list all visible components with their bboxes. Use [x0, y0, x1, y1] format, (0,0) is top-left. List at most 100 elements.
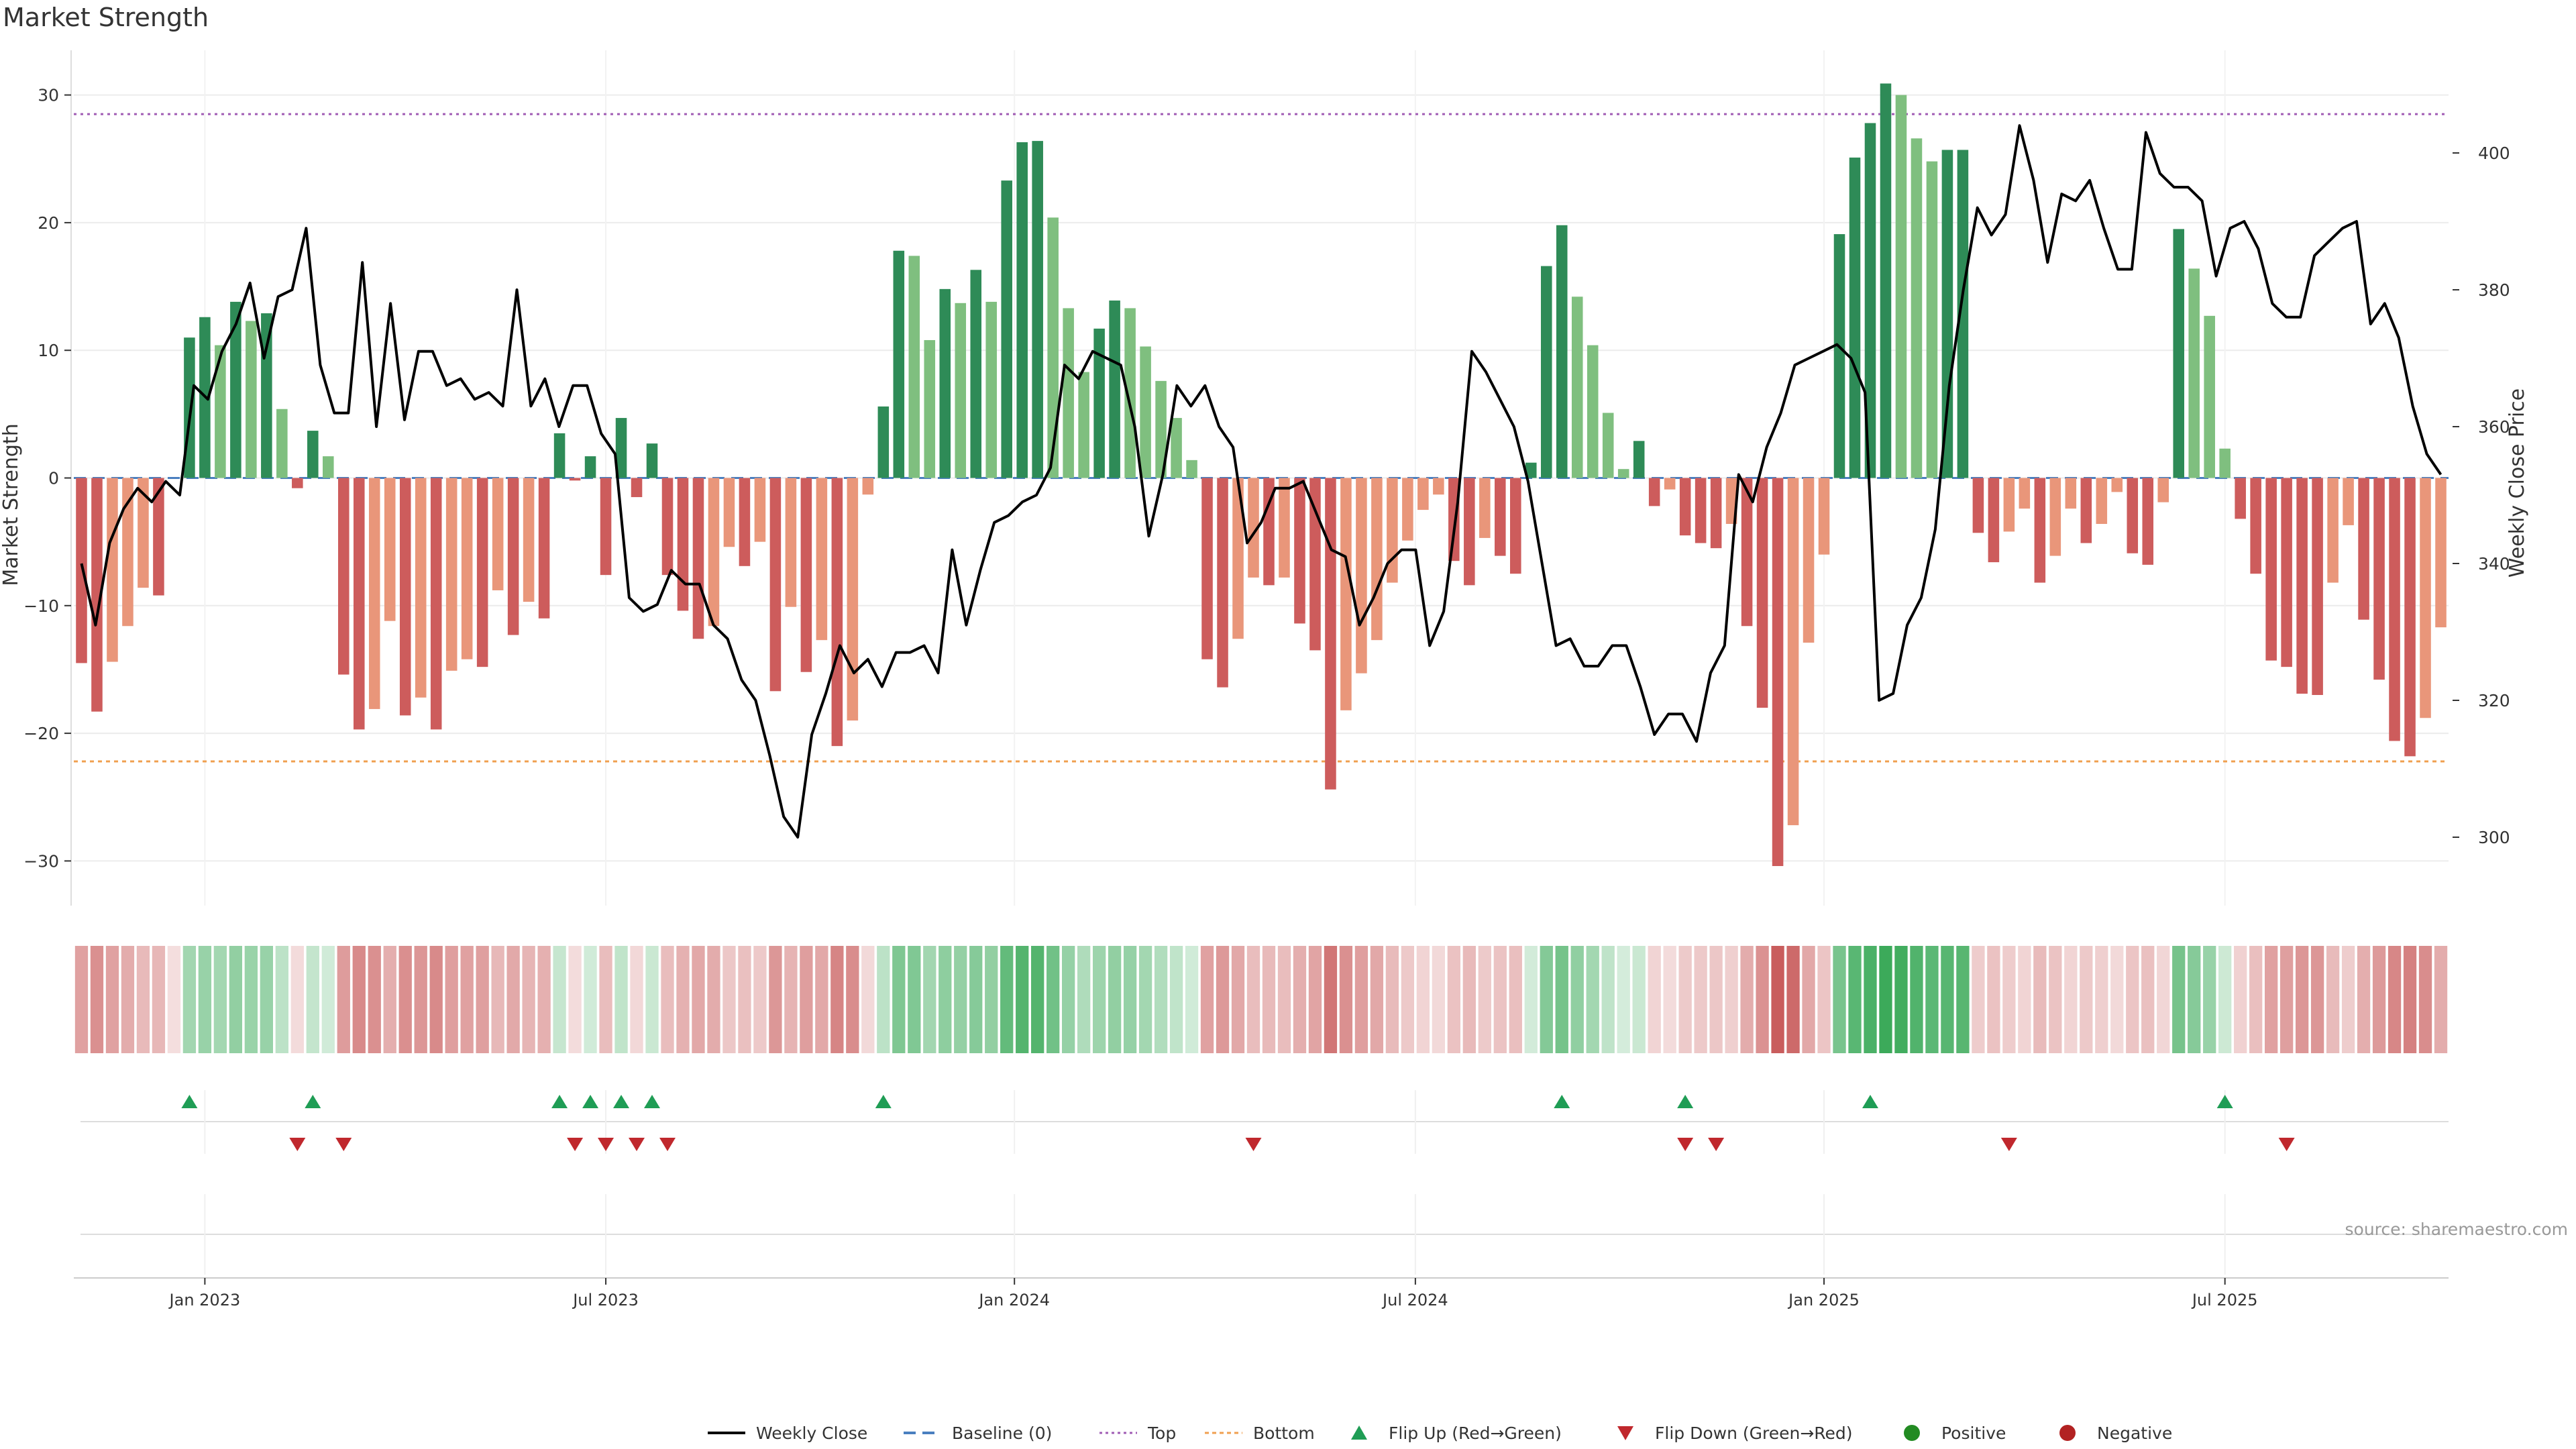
strength-bar — [323, 456, 334, 478]
strength-bar — [1109, 300, 1120, 478]
flip-down-marker — [598, 1138, 614, 1151]
strength-bar — [1078, 372, 1089, 478]
heat-cell — [1833, 946, 1846, 1053]
weekly-close-series — [80, 124, 2443, 839]
heat-cell — [2387, 946, 2402, 1053]
heat-cell — [2033, 946, 2047, 1053]
strength-bar — [1124, 308, 1136, 478]
left-axis-label: Market Strength — [0, 423, 23, 586]
heat-cell — [2372, 946, 2386, 1053]
strength-bar — [1540, 266, 1552, 478]
strength-bar — [415, 478, 427, 698]
heat-cell — [1478, 946, 1491, 1053]
heat-cell — [584, 946, 597, 1053]
strength-bar — [816, 478, 828, 641]
right-axis-label: Weekly Close Price — [2506, 388, 2529, 578]
strength-bar — [1417, 478, 1429, 511]
legend-item-negative: Negative — [2059, 1424, 2172, 1443]
right-axis: 300 320 340 360 380 400 Weekly Close Price — [2453, 144, 2529, 847]
strength-bar — [107, 478, 118, 662]
strength-bar — [1294, 478, 1305, 624]
heat-cell — [846, 946, 859, 1053]
flip-down-marker — [1677, 1138, 1694, 1151]
heat-cell — [1725, 946, 1738, 1053]
heat-cell — [1062, 946, 1075, 1053]
heat-cell — [1524, 946, 1538, 1053]
heat-cell — [445, 946, 458, 1053]
x-tick-label: Jul 2024 — [1381, 1291, 1448, 1309]
heat-cell — [1185, 946, 1199, 1053]
heat-cell — [630, 946, 643, 1053]
heat-cell — [306, 946, 319, 1053]
strength-bar — [1155, 380, 1167, 478]
heat-cell — [213, 946, 227, 1053]
heat-cell — [1077, 946, 1091, 1053]
flip-down-marker — [2000, 1138, 2017, 1151]
strength-bar — [1140, 346, 1151, 478]
legend-item-positive: Positive — [1904, 1424, 2006, 1443]
legend-label: Flip Up (Red→Green) — [1389, 1424, 1562, 1443]
strength-bar — [569, 478, 581, 481]
strength-bar — [2358, 478, 2369, 620]
flip-down-marker — [335, 1138, 352, 1151]
strength-bar — [2265, 478, 2277, 661]
heat-cell — [1709, 946, 1723, 1053]
strength-bar — [1880, 83, 1892, 478]
strength-bar — [1525, 462, 1537, 478]
heat-cell — [1169, 946, 1183, 1053]
heat-cell — [1740, 946, 1754, 1053]
strength-bar — [1941, 150, 1953, 478]
right-tick-label: 380 — [2478, 280, 2510, 300]
strength-bar — [430, 478, 442, 730]
heat-cell — [1972, 946, 1985, 1053]
heat-cell — [707, 946, 720, 1053]
strength-bar — [91, 478, 103, 712]
strength-bar — [1648, 478, 1660, 506]
heat-cell — [229, 946, 243, 1053]
heat-cell — [2064, 946, 2078, 1053]
legend-label: Negative — [2097, 1424, 2172, 1443]
heat-cell — [1555, 946, 1568, 1053]
heat-cell — [1756, 946, 1769, 1053]
heat-cell — [74, 946, 89, 1053]
heat-cell — [553, 946, 566, 1053]
left-tick-label: −10 — [23, 596, 59, 616]
strength-bar — [2389, 478, 2400, 741]
heat-cell — [2080, 946, 2093, 1053]
strength-bar — [847, 478, 859, 721]
heat-cell — [923, 946, 936, 1053]
legend-label: Positive — [1941, 1424, 2006, 1443]
heat-cell — [1817, 946, 1831, 1053]
heat-cell — [815, 946, 828, 1053]
flip-up-marker — [1862, 1095, 1878, 1108]
flip-down-marker — [659, 1138, 676, 1151]
strength-bar — [1911, 138, 1923, 478]
strength-bar — [1325, 478, 1336, 790]
flip-up-marker — [181, 1095, 198, 1108]
strength-bar — [2127, 478, 2139, 553]
heat-cell — [2095, 946, 2108, 1053]
strength-bar — [1232, 478, 1244, 639]
heat-cell — [1910, 946, 1923, 1053]
heat-cell — [1432, 946, 1446, 1053]
strength-bar — [1849, 157, 1861, 478]
strength-bar — [2111, 478, 2123, 492]
heat-cell — [1925, 946, 1939, 1053]
strength-bar — [2343, 478, 2354, 525]
strength-bar — [1741, 478, 1753, 627]
x-tick-label: Jan 2024 — [977, 1291, 1050, 1309]
heat-cell — [152, 946, 166, 1053]
strength-bar — [862, 478, 874, 495]
heat-cell — [1848, 946, 1862, 1053]
strength-bar — [2250, 478, 2261, 574]
legend-flip-up-swatch — [1351, 1426, 1367, 1440]
heat-cell — [121, 946, 135, 1053]
strength-bar — [153, 478, 164, 596]
strength-bar — [1679, 478, 1691, 536]
strength-bar — [292, 478, 303, 488]
heat-cell — [1000, 946, 1014, 1053]
strength-bar — [1772, 478, 1784, 867]
legend: Weekly Close Baseline (0) Top Bottom Flip Up… — [708, 1424, 2172, 1443]
strength-bar — [399, 478, 411, 716]
strength-bar — [246, 321, 257, 478]
